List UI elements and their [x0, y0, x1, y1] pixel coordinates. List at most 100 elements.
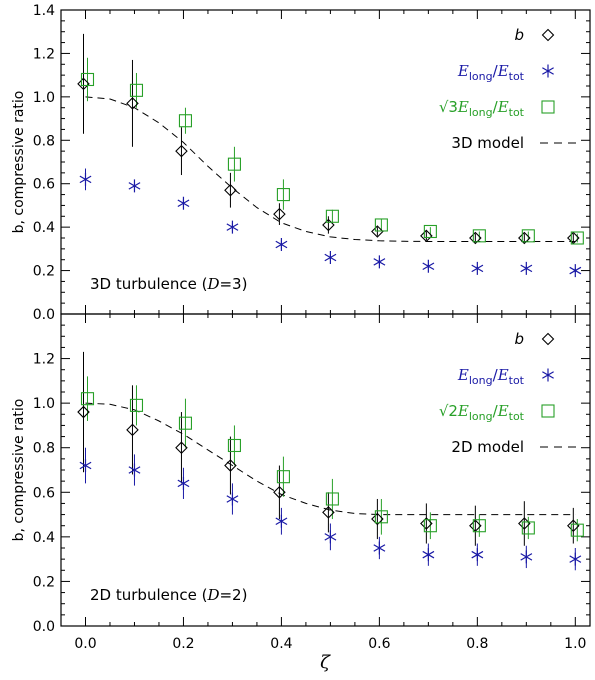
top-y-axis-label: b, compressive ratio: [11, 91, 27, 234]
legend-marker-b: [541, 332, 555, 346]
y-tick-label: 0.6: [33, 177, 55, 193]
x-tick-label: 0.8: [466, 636, 488, 652]
sq-point: [472, 519, 486, 533]
b-point: [322, 506, 335, 519]
elong-point: [520, 261, 533, 275]
legend-label-elong: Elong/Etot: [457, 62, 525, 83]
elong-point: [324, 530, 337, 544]
bottom-panel-ticks: 0.0 0.2 0.4 0.6 0.8 1.0 1.2: [33, 313, 590, 635]
legend-marker-b: [541, 28, 555, 42]
y-tick-label: 0.6: [33, 485, 55, 501]
sq-point: [276, 188, 290, 202]
bottom-panel-annotation: 2D turbulence (D=2): [90, 586, 247, 604]
top-panel-legend: b Elong/Etot √3Elong/Etot 3D model: [439, 26, 578, 152]
legend-label-model: 2D model: [451, 438, 524, 456]
x-tick-label: 0.0: [74, 636, 96, 652]
elong-point: [569, 552, 582, 566]
y-tick-label: 0.4: [33, 530, 55, 546]
b-point: [126, 97, 139, 110]
top-panel-annotation: 3D turbulence (D=3): [90, 275, 247, 293]
elong-point: [177, 476, 190, 490]
sq-point: [472, 229, 486, 243]
bottom-panel-error-bars: [82, 351, 578, 571]
sq-point: [129, 83, 144, 97]
sq-point: [374, 218, 388, 232]
sq-point: [325, 209, 339, 223]
legend-marker-sq: [541, 404, 555, 418]
sq-point: [178, 416, 193, 430]
elong-point: [275, 514, 288, 528]
elong-point: [226, 220, 239, 234]
b-point: [273, 207, 286, 221]
elong-point: [373, 541, 386, 555]
elong-point: [275, 238, 288, 252]
elong-point: [471, 548, 484, 562]
x-axis-label: ζ: [320, 652, 331, 673]
legend-marker-sq: [541, 100, 555, 114]
elong-point: [324, 251, 337, 265]
y-tick-label: 0.8: [33, 441, 55, 457]
b-point: [77, 77, 90, 91]
elong-point: [422, 548, 435, 562]
sq-point: [80, 72, 95, 87]
y-tick-label: 0.0: [33, 307, 55, 323]
legend-marker-elong: [542, 368, 554, 382]
y-tick-label: 1.0: [33, 90, 55, 106]
top-panel-model-curve: [85, 96, 576, 242]
b-point: [371, 225, 384, 238]
y-tick-label: 1.4: [33, 3, 55, 19]
y-tick-label: 0.8: [33, 133, 55, 149]
y-tick-label: 0.4: [33, 220, 55, 236]
b-point: [175, 144, 188, 158]
x-tick-label: 0.6: [368, 636, 390, 652]
elong-point: [520, 550, 533, 564]
b-point: [420, 229, 433, 243]
y-tick-label: 0.2: [33, 574, 55, 590]
elong-point: [128, 463, 141, 477]
sq-point: [521, 521, 535, 535]
sq-point: [570, 231, 584, 245]
b-point: [126, 423, 139, 437]
top-panel-frame: [60, 9, 591, 315]
model-curve: [85, 402, 576, 516]
legend-label-elong: Elong/Etot: [457, 366, 525, 387]
top-panel: 0.0 0.2 0.4 0.6 0.8 1.0 1.2 1.4 b Elong/Etot √3El…: [33, 3, 591, 323]
legend-label-b: b: [514, 26, 524, 44]
y-tick-label: 1.0: [33, 396, 55, 412]
sq-point: [227, 157, 241, 171]
sq-point: [521, 229, 535, 243]
sq-point: [129, 398, 144, 412]
elong-point: [79, 459, 92, 473]
y-tick-label: 0.2: [33, 264, 55, 280]
legend-label-sq: √2Elong/Etot: [439, 402, 525, 423]
sq-point: [276, 470, 290, 484]
b-point: [224, 459, 237, 472]
elong-point: [373, 255, 386, 269]
model-curve: [85, 96, 576, 242]
legend-marker-elong: [542, 64, 554, 78]
x-tick-label: 0.4: [270, 636, 292, 652]
bottom-panel-markers: [77, 392, 584, 566]
elong-point: [79, 172, 92, 186]
sq-point: [178, 114, 193, 128]
legend-label-b: b: [514, 330, 524, 348]
x-tick-label: 1.0: [564, 636, 586, 652]
sq-point: [423, 519, 437, 533]
sq-point: [374, 510, 388, 524]
legend-label-model: 3D model: [451, 134, 524, 152]
elong-point: [128, 179, 141, 193]
legend-label-sq: √3Elong/Etot: [439, 98, 525, 119]
b-point: [518, 231, 531, 245]
b-point: [175, 441, 188, 454]
b-point: [224, 183, 237, 197]
y-tick-label: 0.0: [33, 619, 55, 635]
elong-point: [226, 492, 239, 506]
y-tick-label: 1.2: [33, 46, 55, 62]
sq-point: [325, 492, 339, 506]
top-panel-markers: [77, 72, 584, 278]
b-point: [469, 231, 482, 245]
sq-point: [80, 392, 95, 406]
top-panel-ticks: 0.0 0.2 0.4 0.6 0.8 1.0 1.2 1.4: [33, 3, 590, 323]
bottom-panel: 0.0 0.2 0.4 0.6 0.8 1.0 1.2 b Elong/Etot √2Elong…: [33, 313, 591, 635]
